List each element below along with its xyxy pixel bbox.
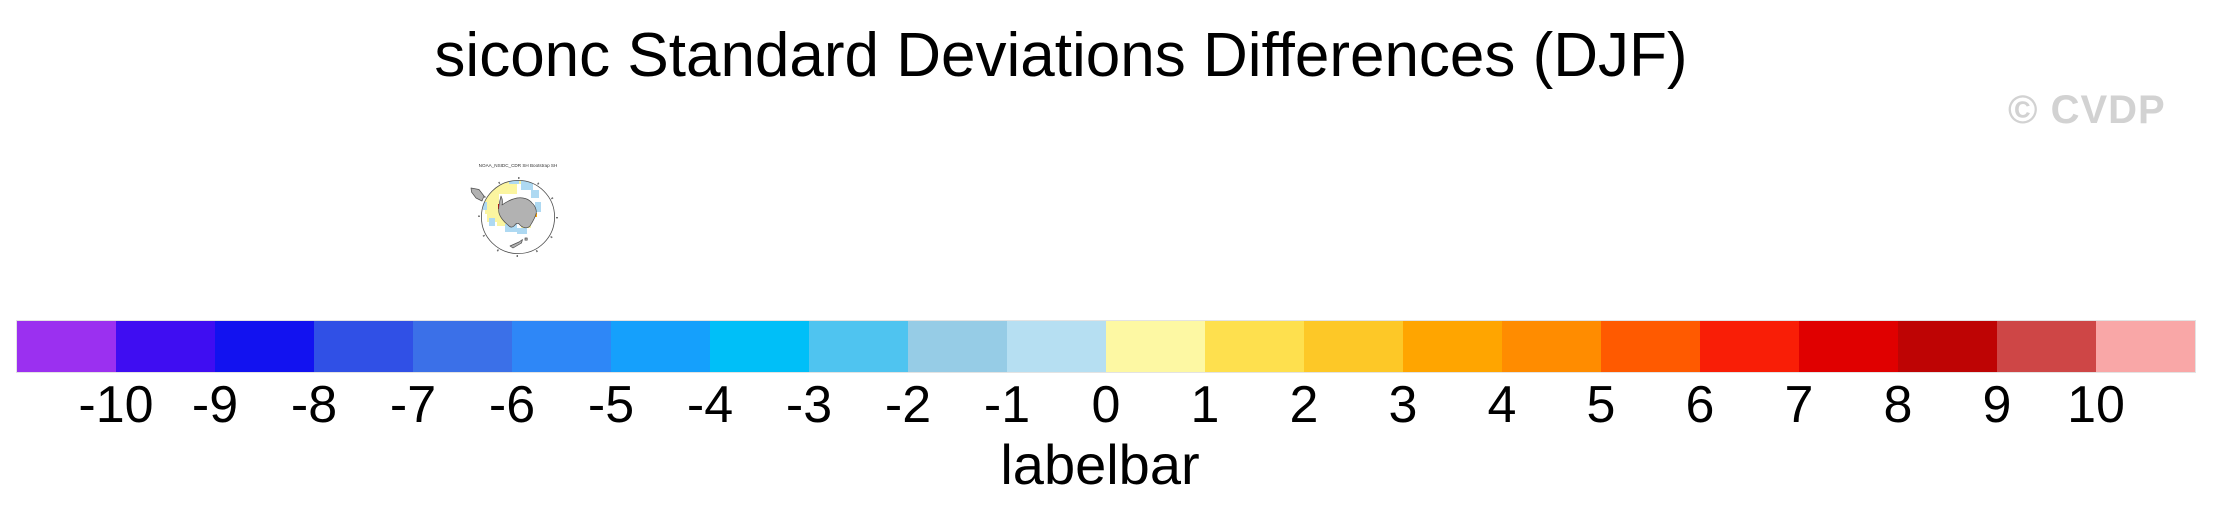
colorbar-segment xyxy=(710,321,809,372)
land-masses xyxy=(470,187,537,249)
colorbar-segment xyxy=(215,321,314,372)
colorbar-segment xyxy=(116,321,215,372)
colorbar-segment xyxy=(1007,321,1106,372)
colorbar-tick-label: 10 xyxy=(2067,376,2125,434)
colorbar-segment xyxy=(1205,321,1304,372)
colorbar-segment xyxy=(1403,321,1502,372)
colorbar-segment xyxy=(1106,321,1205,372)
figure-title: siconc Standard Deviations Differences (… xyxy=(434,21,1688,90)
colorbar-ticks: -10 -9 -8 -7 -6 -5 -4 -3 -2 -1 0 1 2 3 4 5 6 7 8 9 10 xyxy=(17,378,2195,432)
colorbar-tick-label: -4 xyxy=(686,376,734,434)
colorbar-tick-label: 3 xyxy=(1388,376,1418,434)
colorbar-segment xyxy=(1304,321,1403,372)
cvdp-watermark: © CVDP xyxy=(2008,88,2166,132)
colorbar-tick-label: -1 xyxy=(983,376,1031,434)
colorbar-tick-label: -2 xyxy=(884,376,932,434)
colorbar-tick-label: 5 xyxy=(1586,376,1616,434)
colorbar-tick-label: 0 xyxy=(1091,376,1121,434)
colorbar-segment xyxy=(512,321,611,372)
colorbar-segment xyxy=(1601,321,1700,372)
colorbar-tick-label: 2 xyxy=(1289,376,1319,434)
map-graticule-ticks xyxy=(478,177,558,257)
colorbar-tick-label: -6 xyxy=(488,376,536,434)
colorbar-segment xyxy=(809,321,908,372)
mini-map: NOAA_NSIDC_CDR SH Bootstrap SH xyxy=(455,156,591,266)
colorbar-tick-label: 4 xyxy=(1487,376,1517,434)
colorbar-segment xyxy=(908,321,1007,372)
colorbar-segment xyxy=(17,321,116,372)
antarctica-map-icon: NOAA_NSIDC_CDR SH Bootstrap SH xyxy=(470,163,558,257)
colorbar-segment xyxy=(314,321,413,372)
colorbar-tick-label: 8 xyxy=(1883,376,1913,434)
colorbar-tick-label: -9 xyxy=(191,376,239,434)
colorbar-tick-label: 6 xyxy=(1685,376,1715,434)
colorbar-segment xyxy=(2096,321,2195,372)
colorbar-tick-label: -8 xyxy=(290,376,338,434)
colorbar xyxy=(16,320,2196,373)
colorbar-tick-label: -10 xyxy=(78,376,154,434)
colorbar-segment xyxy=(1700,321,1799,372)
colorbar-tick-label: -3 xyxy=(785,376,833,434)
colorbar-segment xyxy=(1502,321,1601,372)
colorbar-tick-label: 1 xyxy=(1190,376,1220,434)
colorbar-tick-label: 9 xyxy=(1982,376,2012,434)
colorbar-segment xyxy=(413,321,512,372)
colorbar-segment xyxy=(1799,321,1898,372)
labelbar-caption: labelbar xyxy=(1000,433,1200,496)
colorbar-segment xyxy=(611,321,710,372)
colorbar-tick-label: -7 xyxy=(389,376,437,434)
colorbar-tick-label: -5 xyxy=(587,376,635,434)
map-boundary-circle xyxy=(481,180,555,254)
colorbar-tick-label: 7 xyxy=(1784,376,1814,434)
mini-map-title: NOAA_NSIDC_CDR SH Bootstrap SH xyxy=(479,163,558,168)
colorbar-segment xyxy=(1898,321,1997,372)
colorbar-segment xyxy=(1997,321,2096,372)
